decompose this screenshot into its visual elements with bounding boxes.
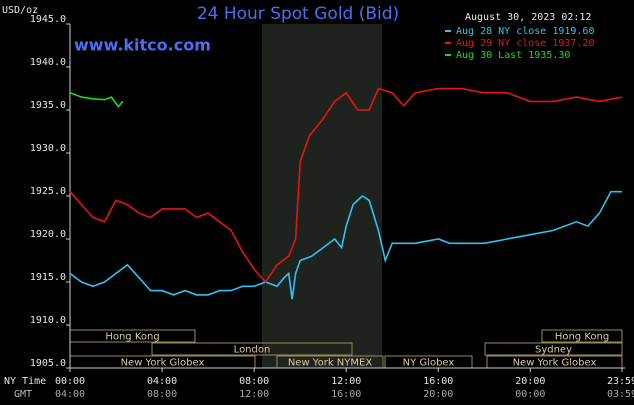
- y-tick-label: 1945.0: [30, 14, 66, 25]
- x-tick-label: 12:00: [331, 376, 361, 387]
- session-label: New York NYMEX: [288, 358, 373, 369]
- x-tick-label: 23:59: [607, 376, 634, 387]
- y-tick-label: 1925.0: [30, 186, 66, 197]
- x-axis-label: GMT: [14, 389, 32, 400]
- x-tick-label: 16:00: [423, 376, 453, 387]
- active-session-shade: [262, 24, 382, 368]
- y-tick-label: 1940.0: [30, 57, 66, 68]
- y-tick-label: 1910.0: [30, 315, 66, 326]
- x-axis-label: NY Time: [4, 376, 46, 387]
- x-tick-label-gmt: 16:00: [331, 389, 361, 400]
- x-tick-label-gmt: 08:00: [147, 389, 177, 400]
- session-label: New York Globex: [121, 358, 205, 369]
- x-tick-label-gmt: 03:59: [607, 389, 634, 400]
- y-tick-label: 1920.0: [30, 229, 66, 240]
- session-label: Hong Kong: [105, 332, 159, 343]
- x-tick-label: 20:00: [515, 376, 545, 387]
- session-box: [541, 329, 623, 343]
- session-label: Hong Kong: [555, 332, 609, 343]
- y-tick-label: 1935.0: [30, 100, 66, 111]
- y-tick-label: 1905.0: [30, 358, 66, 369]
- y-tick-label: 1930.0: [30, 143, 66, 154]
- session-label: New York Globex: [513, 358, 597, 369]
- series-line: [69, 190, 622, 300]
- x-tick-label: 04:00: [147, 376, 177, 387]
- x-tick-label: 08:00: [239, 376, 269, 387]
- session-box: [151, 342, 353, 356]
- chart-title: 24 Hour Spot Gold (Bid): [197, 4, 399, 24]
- session-label: NY Globex: [403, 358, 455, 369]
- x-tick-label-gmt: 20:00: [423, 389, 453, 400]
- x-tick-label: 00:00: [55, 376, 85, 387]
- site-label: www.kitco.com: [74, 36, 211, 55]
- legend-label: Aug 28 NY close 1919.60: [456, 26, 594, 37]
- legend-label: Aug 30 Last 1935.30: [456, 50, 570, 61]
- legend-label: Aug 29 NY close 1937.20: [456, 38, 594, 49]
- x-tick-label-gmt: 00:00: [515, 389, 545, 400]
- timestamp: August 30, 2023 02:12: [465, 12, 591, 23]
- x-tick-label-gmt: 04:00: [55, 389, 85, 400]
- session-label: Sydney: [535, 345, 572, 356]
- session-box: [484, 342, 623, 356]
- x-tick-label-gmt: 12:00: [239, 389, 269, 400]
- y-unit: USD/oz: [2, 5, 38, 16]
- session-label: London: [234, 345, 271, 356]
- series-line: [69, 92, 124, 108]
- y-tick-label: 1915.0: [30, 272, 66, 283]
- series-line: [69, 87, 623, 284]
